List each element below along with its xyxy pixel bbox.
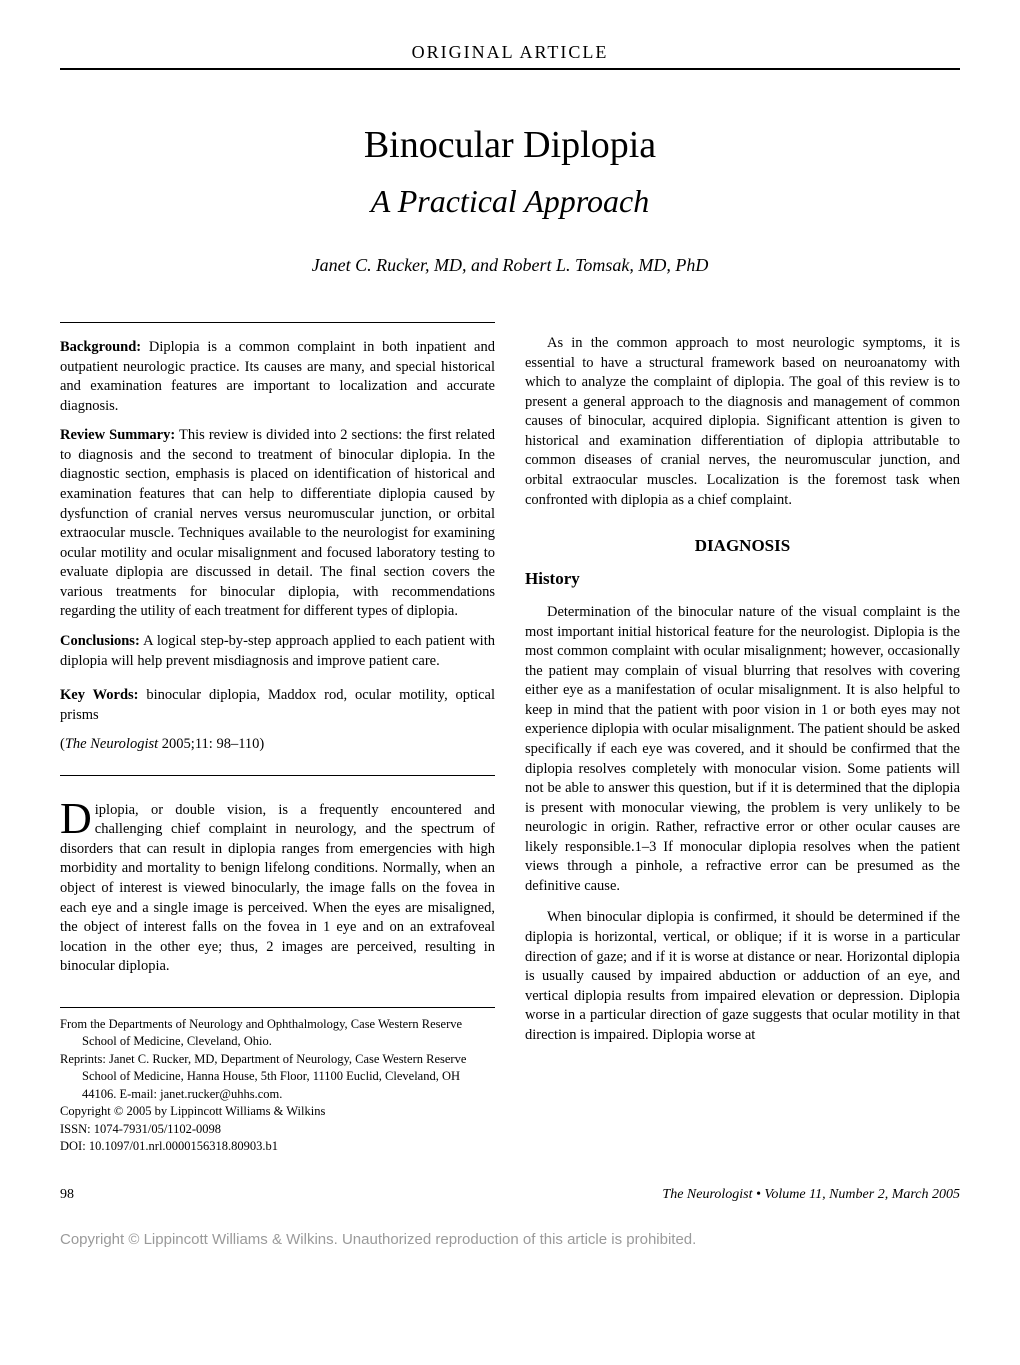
page-number: 98: [60, 1186, 74, 1205]
abstract-background: Background: Diplopia is a common complai…: [60, 338, 495, 416]
abstract-conclusions: Conclusions: A logical step-by-step appr…: [60, 632, 495, 671]
history-para2: When binocular diplopia is confirmed, it…: [525, 908, 960, 1045]
left-column: Background: Diplopia is a common complai…: [60, 322, 495, 1156]
diagnosis-heading: DIAGNOSIS: [525, 535, 960, 558]
review-label: Review Summary:: [60, 427, 175, 443]
col2-para1: As in the common approach to most neurol…: [525, 334, 960, 510]
keywords-label: Key Words:: [60, 687, 139, 703]
dropcap-letter: D: [60, 801, 95, 837]
abstract-review: Review Summary: This review is divided i…: [60, 426, 495, 622]
citation-text: 2005;11: 98–110): [158, 736, 264, 752]
copyright-bar: Copyright © Lippincott Williams & Wilkin…: [60, 1230, 960, 1250]
conclusions-label: Conclusions:: [60, 633, 140, 649]
citation-block: (The Neurologist 2005;11: 98–110): [60, 735, 495, 755]
two-column-layout: Background: Diplopia is a common complai…: [60, 322, 960, 1156]
history-heading: History: [525, 568, 960, 591]
affil-reprints: Reprints: Janet C. Rucker, MD, Departmen…: [60, 1051, 495, 1104]
intro-paragraph: Diplopia, or double vision, is a frequen…: [60, 801, 495, 977]
affil-doi: DOI: 10.1097/01.nrl.0000156318.80903.b1: [60, 1138, 495, 1156]
history-para1: Determination of the binocular nature of…: [525, 603, 960, 896]
abstract-bottom-rule: [60, 775, 495, 776]
affil-from: From the Departments of Neurology and Op…: [60, 1016, 495, 1051]
keywords-block: Key Words: binocular diplopia, Maddox ro…: [60, 686, 495, 725]
article-authors: Janet C. Rucker, MD, and Robert L. Tomsa…: [60, 253, 960, 277]
page-footer: 98 The Neurologist • Volume 11, Number 2…: [60, 1186, 960, 1205]
journal-line: The Neurologist • Volume 11, Number 2, M…: [662, 1186, 960, 1205]
background-label: Background:: [60, 339, 141, 355]
citation-journal: The Neurologist: [65, 736, 158, 752]
right-column: As in the common approach to most neurol…: [525, 322, 960, 1156]
article-title: Binocular Diplopia: [60, 120, 960, 171]
section-header: ORIGINAL ARTICLE: [60, 40, 960, 70]
affiliations-block: From the Departments of Neurology and Op…: [60, 1007, 495, 1156]
article-subtitle: A Practical Approach: [60, 180, 960, 223]
intro-text: iplopia, or double vision, is a frequent…: [60, 802, 495, 975]
affil-copyright: Copyright © 2005 by Lippincott Williams …: [60, 1103, 495, 1121]
review-text: This review is divided into 2 sections: …: [60, 427, 495, 619]
affil-issn: ISSN: 1074-7931/05/1102-0098: [60, 1121, 495, 1139]
abstract-top-rule: [60, 322, 495, 323]
